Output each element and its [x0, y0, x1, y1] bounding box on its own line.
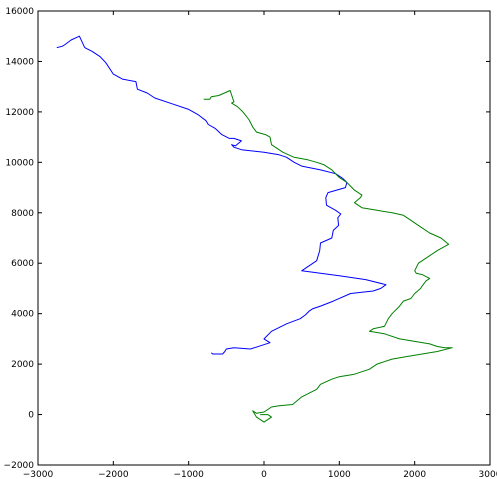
axis-layer: −3000−2000−10000100020003000−20000200040… — [4, 7, 497, 479]
y-tick-label: 16000 — [5, 7, 34, 17]
x-tick-label: −2000 — [98, 470, 129, 479]
y-tick-label: 4000 — [11, 310, 34, 320]
series-line-1 — [56, 35, 387, 355]
y-tick-label: 6000 — [11, 259, 34, 269]
x-tick-label: 3000 — [479, 470, 497, 479]
y-tick-label: 8000 — [11, 209, 34, 219]
y-tick-label: −2000 — [4, 461, 35, 471]
x-tick-label: 1000 — [328, 470, 351, 479]
series-line-2 — [203, 90, 453, 423]
y-tick-label: 0 — [28, 411, 34, 421]
y-tick-label: 12000 — [5, 108, 34, 118]
x-tick-label: 2000 — [403, 470, 426, 479]
y-tick-label: 10000 — [5, 158, 34, 168]
y-tick-label: 2000 — [11, 360, 34, 370]
x-tick-label: −3000 — [23, 470, 54, 479]
x-tick-label: −1000 — [173, 470, 204, 479]
series-layer — [56, 35, 453, 423]
x-tick-label: 0 — [261, 470, 267, 479]
y-tick-label: 14000 — [5, 57, 34, 67]
